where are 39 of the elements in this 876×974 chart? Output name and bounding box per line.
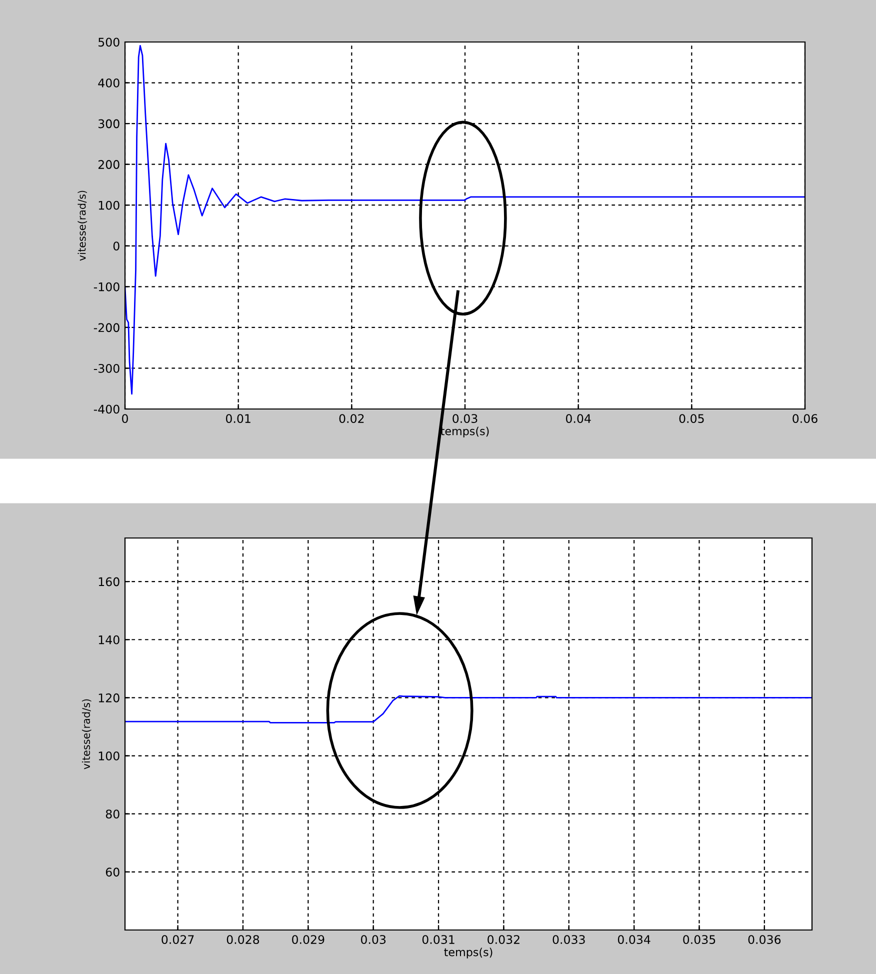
y-axis-title: vitesse(rad/s) <box>78 190 87 261</box>
x-tick-label: 0.029 <box>292 935 324 944</box>
x-tick-label: 0.035 <box>683 935 716 944</box>
y-tick-label: 80 <box>106 810 120 819</box>
y-axis-title: vitesse(rad/s) <box>82 699 92 770</box>
x-tick-label: 0.06 <box>792 414 818 423</box>
x-tick-label: 0.036 <box>748 935 781 944</box>
x-tick-label: 0.03 <box>452 414 478 423</box>
y-tick-label: 140 <box>98 635 120 644</box>
y-tick-label: -300 <box>94 364 120 373</box>
x-axis-title: temps(s) <box>444 948 492 958</box>
y-tick-label: -200 <box>94 323 120 332</box>
x-tick-label: 0.03 <box>360 935 386 944</box>
x-tick-label: 0.033 <box>552 935 585 944</box>
y-tick-label: 60 <box>106 868 120 877</box>
y-tick-label: -100 <box>94 282 120 292</box>
y-tick-label: 120 <box>98 693 120 702</box>
x-tick-label: 0.032 <box>488 935 520 944</box>
x-axis-title: temps(s) <box>440 426 489 438</box>
x-tick-label: 0.028 <box>226 935 260 944</box>
x-tick-label: 0.031 <box>422 935 454 944</box>
x-tick-label: 0.04 <box>566 414 591 423</box>
y-tick-label: -400 <box>94 404 120 414</box>
y-tick-label: 0 <box>113 242 120 251</box>
x-tick-label: 0.027 <box>162 935 194 944</box>
y-tick-label: 400 <box>98 78 120 88</box>
line-series <box>125 44 805 395</box>
x-tick-label: 0 <box>122 414 128 423</box>
y-tick-label: 160 <box>98 577 120 586</box>
y-tick-label: 100 <box>98 752 120 760</box>
x-tick-label: 0.05 <box>679 414 704 423</box>
y-tick-label: 300 <box>98 119 120 128</box>
y-tick-label: 200 <box>98 160 120 169</box>
line-series <box>125 695 812 724</box>
y-tick-label: 500 <box>98 38 120 47</box>
x-tick-label: 0.01 <box>226 414 250 423</box>
x-tick-label: 0.02 <box>339 414 364 423</box>
y-tick-label: 100 <box>98 200 120 210</box>
x-tick-label: 0.034 <box>618 935 650 944</box>
